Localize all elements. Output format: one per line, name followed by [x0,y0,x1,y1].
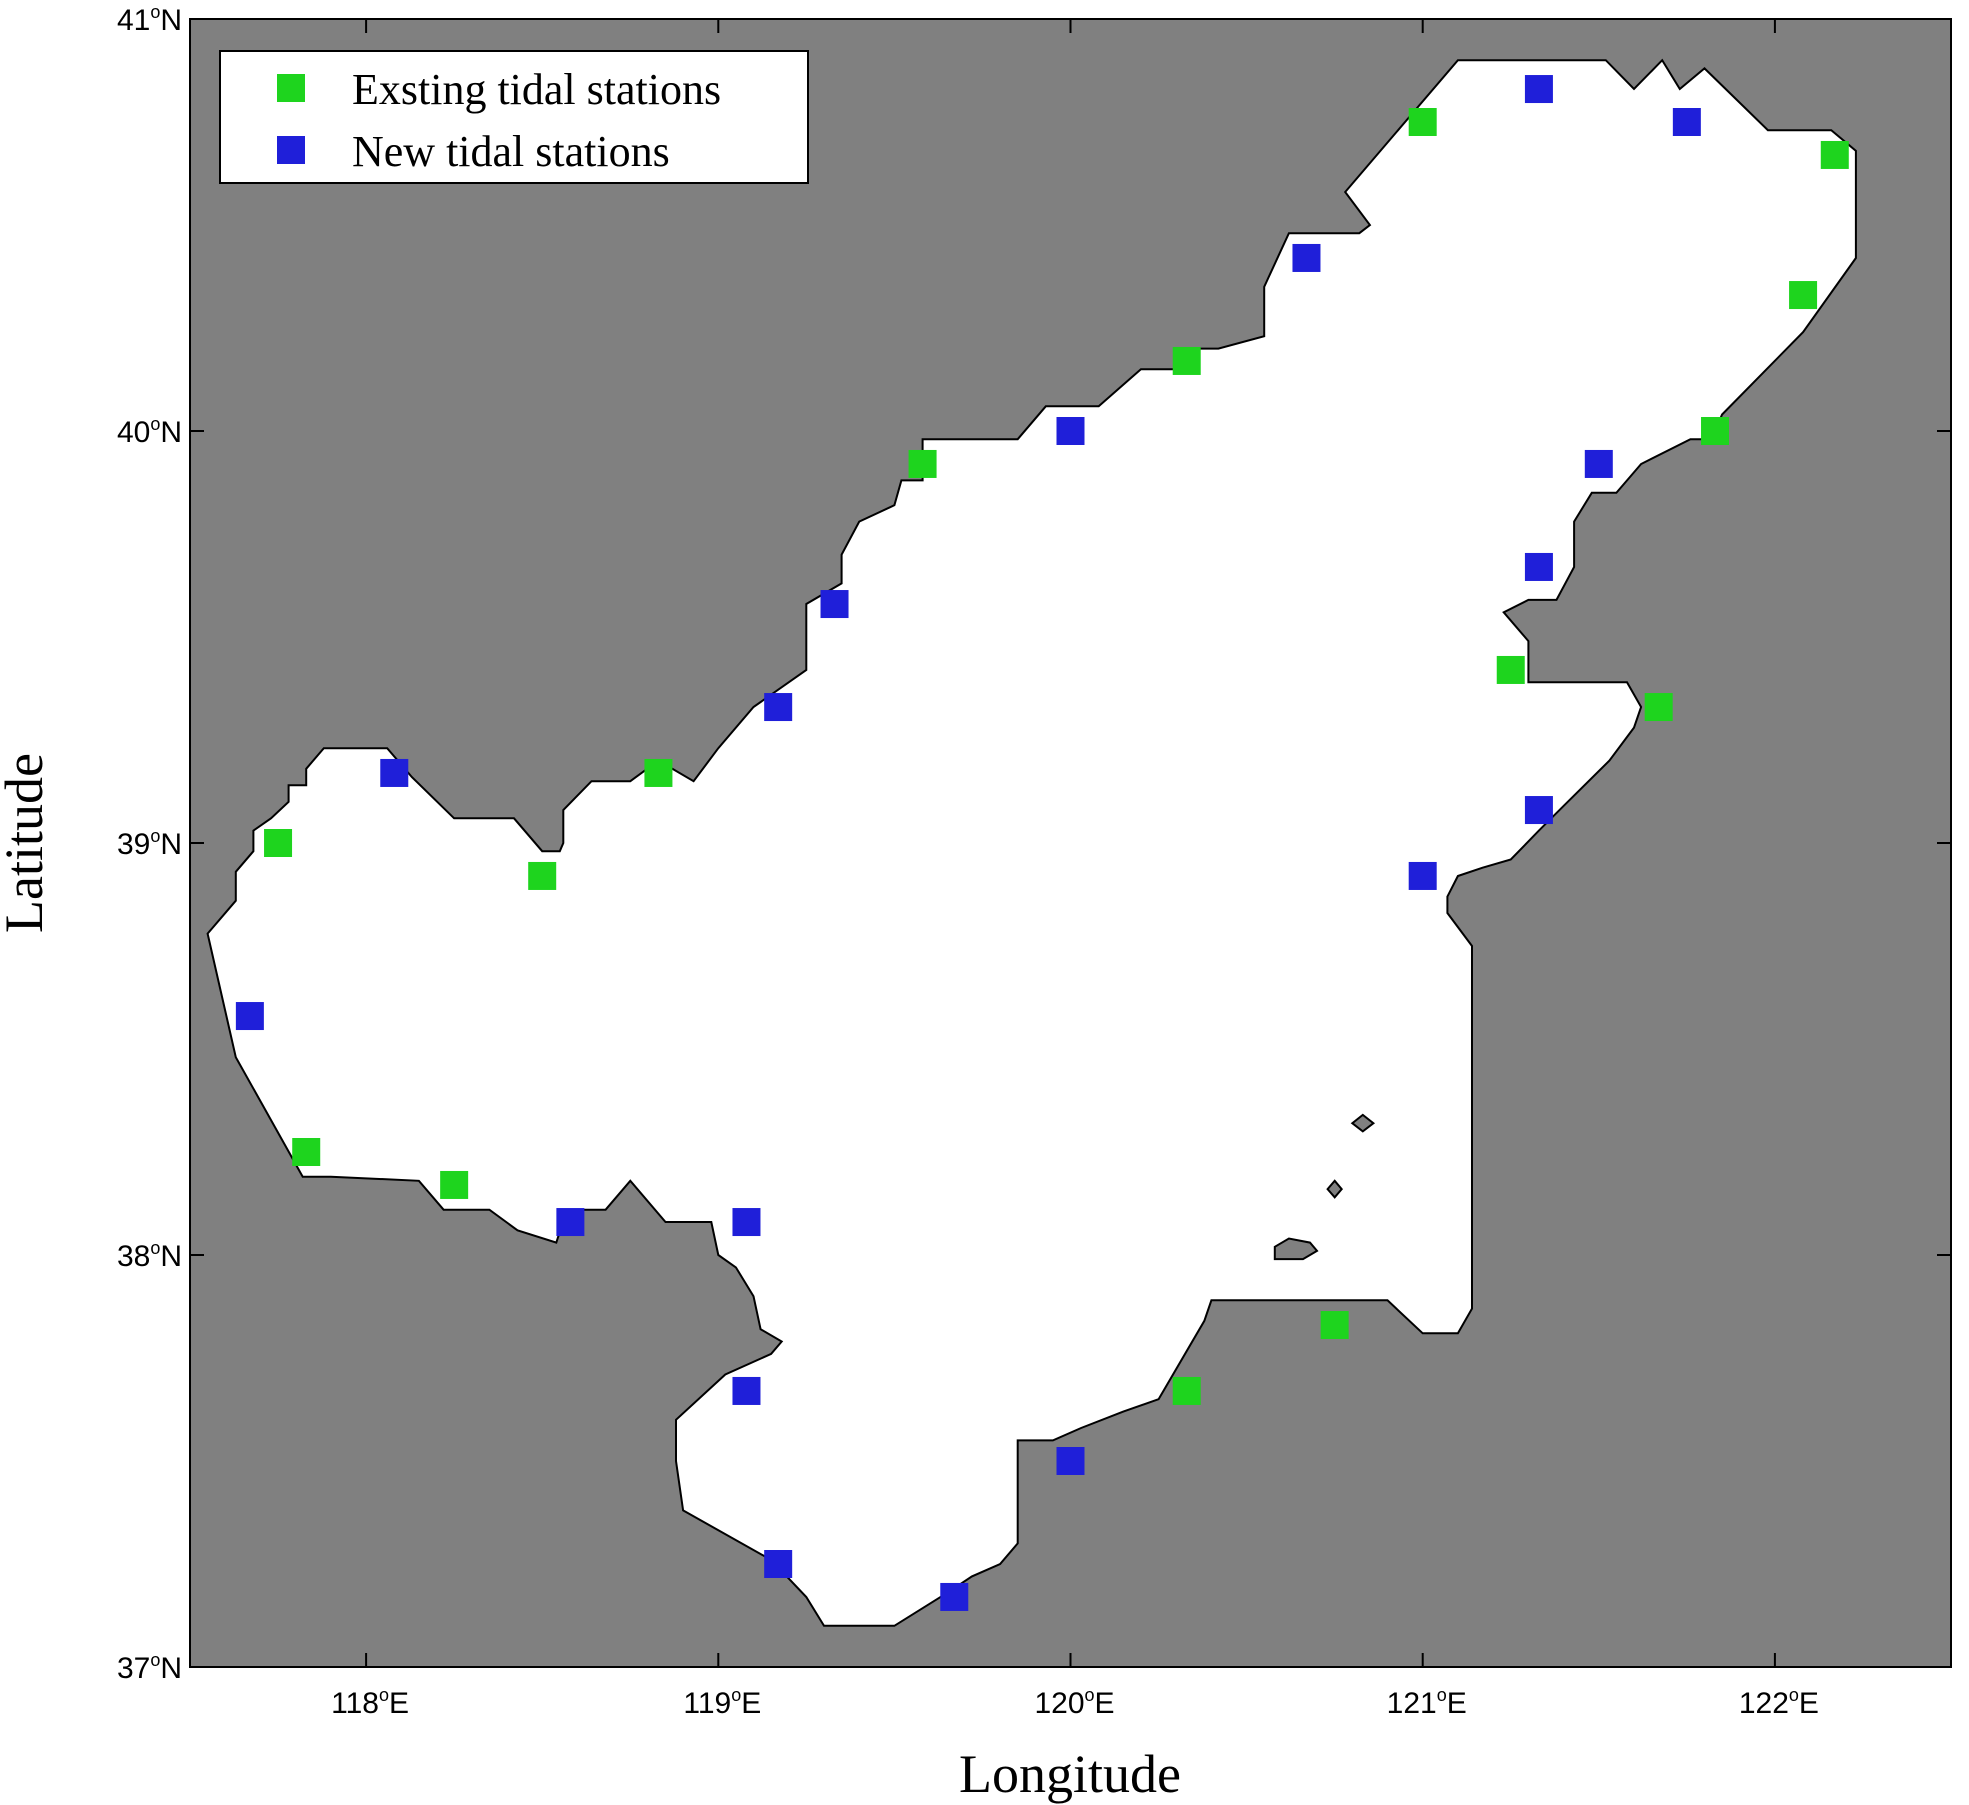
legend-label-existing: Exsting tidal stations [352,65,721,114]
existing-station-marker-11 [1701,417,1730,445]
existing-station-marker-3 [440,1170,469,1199]
y-tick-label-37: 37oN [117,1650,182,1685]
existing-station-marker-4 [528,861,557,890]
x-axis-title: Longitude [959,1744,1181,1804]
new-station-marker-4 [732,1208,761,1237]
legend-label-new: New tidal stations [352,127,670,176]
new-station-marker-5 [764,693,793,722]
x-tick-label-120: 120oE [1034,1685,1114,1720]
legend-marker-existing [277,74,305,102]
legend-box [219,50,809,184]
new-station-marker-18 [1056,1447,1085,1475]
new-station-marker-8 [1292,243,1321,272]
existing-station-marker-1 [264,829,293,857]
new-station-marker-14 [1408,861,1437,890]
new-station-marker-17 [940,1582,969,1611]
new-station-marker-13 [1524,796,1553,825]
existing-station-marker-12 [1496,655,1525,684]
plot-area [189,18,1952,1668]
legend-marker-new [277,136,305,164]
x-tick-label-119: 119oE [683,1685,761,1720]
x-tick-label-118: 118oE [331,1685,409,1720]
y-axis-title: Latitude [0,753,54,933]
existing-station-marker-9 [1820,140,1849,169]
y-tick-label-41: 41oN [117,2,182,37]
x-tick-label-121: 121oE [1387,1685,1467,1720]
y-tick-label-40: 40oN [117,414,182,449]
existing-station-marker-10 [1789,281,1818,310]
new-station-marker-15 [732,1376,761,1405]
y-tick-label-39: 39oN [117,826,182,861]
existing-station-marker-6 [908,449,937,478]
new-station-marker-7 [1056,417,1085,445]
islands [1273,1113,1376,1261]
existing-station-marker-14 [1320,1311,1349,1340]
island-3 [1273,1237,1319,1261]
new-station-marker-12 [1524,552,1553,581]
existing-station-marker-5 [644,758,673,787]
axis-ticks [190,18,1951,1668]
station-markers [235,75,1849,1611]
new-station-marker-11 [1584,449,1613,478]
y-tick-label-38: 38oN [117,1238,182,1273]
island-2 [1326,1179,1344,1199]
existing-station-marker-15 [1172,1376,1201,1405]
new-station-marker-2 [380,758,409,787]
existing-station-marker-2 [292,1138,321,1166]
new-station-marker-9 [1524,75,1553,104]
new-station-marker-10 [1672,108,1701,136]
x-tick-label-122: 122oE [1739,1685,1819,1720]
island-1 [1350,1113,1376,1133]
legend: Exsting tidal stations New tidal station… [219,50,809,184]
tick-labels: 118oE 119oE 120oE 121oE 122oE 37oN 38oN 39oN 40o… [117,2,1819,1720]
new-station-marker-1 [235,1002,264,1031]
new-station-marker-6 [820,590,849,619]
existing-station-marker-8 [1408,108,1437,136]
existing-station-marker-7 [1172,346,1201,375]
new-station-marker-16 [764,1550,793,1578]
new-station-marker-3 [556,1208,585,1237]
existing-station-marker-13 [1644,693,1673,722]
